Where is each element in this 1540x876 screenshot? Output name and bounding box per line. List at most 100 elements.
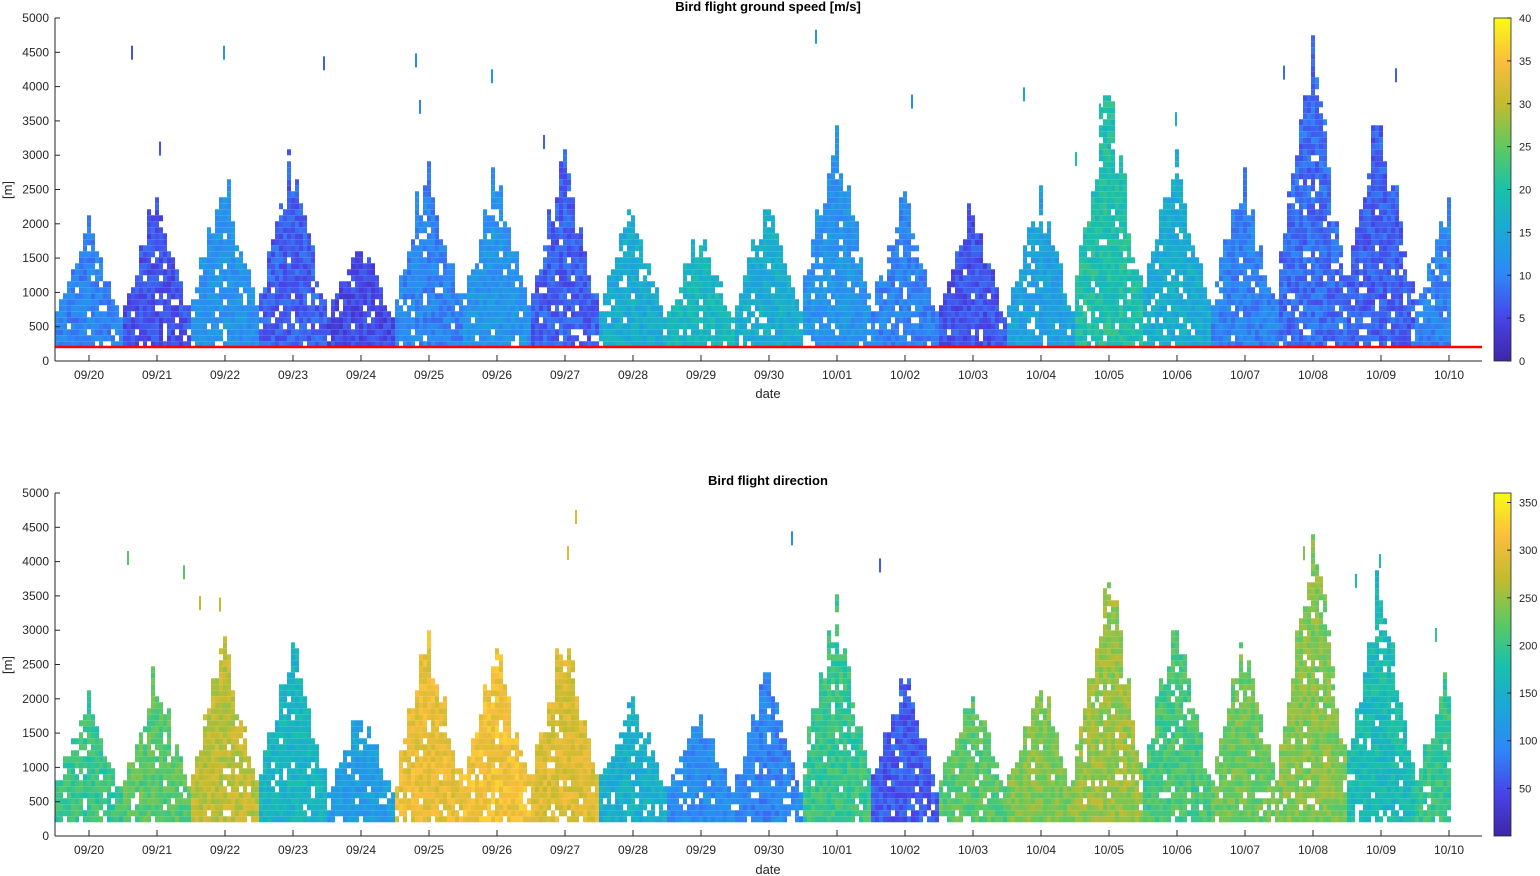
heatmap-cell (587, 335, 591, 342)
heatmap-cell (707, 335, 711, 342)
heatmap-cell (703, 263, 707, 270)
heatmap-cell (803, 311, 807, 318)
heatmap-cell (151, 323, 155, 330)
heatmap-cell (511, 275, 515, 282)
heatmap-cell (1147, 335, 1151, 342)
heatmap-cell (1147, 263, 1151, 270)
heatmap-cell (1243, 305, 1247, 312)
heatmap-cell (679, 305, 683, 312)
heatmap-cell (459, 305, 463, 312)
heatmap-cell (1087, 305, 1091, 312)
heatmap-cell (211, 245, 215, 252)
heatmap-cell (1303, 275, 1307, 282)
heatmap-cell (839, 287, 843, 294)
heatmap-cell (987, 299, 991, 306)
heatmap-cell (155, 341, 159, 348)
heatmap-cell (771, 263, 775, 270)
heatmap-cell (755, 335, 759, 342)
heatmap-cell (487, 293, 491, 300)
heatmap-cell (551, 299, 555, 306)
heatmap-cell (187, 317, 191, 324)
heatmap-cell (375, 323, 379, 330)
heatmap-cell (1175, 239, 1179, 246)
heatmap-cell (919, 293, 923, 300)
heatmap-cell (195, 323, 199, 330)
heatmap-cell (1107, 173, 1111, 180)
heatmap-cell (823, 209, 827, 216)
heatmap-cell (899, 203, 903, 210)
heatmap-cell (419, 335, 423, 342)
heatmap-cell (823, 251, 827, 258)
heatmap-cell (619, 311, 623, 318)
heatmap-cell (815, 335, 819, 342)
heatmap-cell (459, 323, 463, 330)
heatmap-cell (1063, 299, 1067, 306)
heatmap-cell (843, 203, 847, 210)
heatmap-cell (843, 197, 847, 204)
heatmap-cell (875, 281, 879, 288)
heatmap-cell (67, 317, 71, 324)
heatmap-cell (931, 335, 935, 342)
heatmap-cell (487, 245, 491, 252)
heatmap-cell (991, 341, 995, 348)
heatmap-cell (215, 335, 219, 342)
heatmap-cell (563, 221, 567, 228)
heatmap-cell (139, 251, 143, 258)
heatmap-cell (1227, 269, 1231, 276)
heatmap-cell (563, 305, 567, 312)
heatmap-cell (91, 323, 95, 330)
heatmap-cell (899, 215, 903, 222)
heatmap-cell (891, 299, 895, 306)
heatmap-cell (579, 269, 583, 276)
heatmap-cell (1099, 329, 1103, 336)
heatmap-cell (1267, 335, 1271, 342)
heatmap-cell (263, 335, 267, 342)
heatmap-cell (291, 257, 295, 264)
heatmap-cell (543, 317, 547, 324)
heatmap-cell (1219, 323, 1223, 330)
heatmap-cell (623, 269, 627, 276)
heatmap-cell (1307, 341, 1311, 348)
heatmap-cell (631, 329, 635, 336)
heatmap-cell (1099, 149, 1103, 156)
heatmap-cell (899, 317, 903, 324)
heatmap-cell (351, 305, 355, 312)
heatmap-cell (379, 341, 383, 348)
heatmap-cell (975, 293, 979, 300)
heatmap-cell (947, 305, 951, 312)
heatmap-cell (983, 323, 987, 330)
heatmap-cell (603, 341, 607, 348)
heatmap-cell (395, 323, 399, 330)
heatmap-cell (571, 269, 575, 276)
heatmap-cell (415, 251, 419, 258)
heatmap-cell (231, 221, 235, 228)
heatmap-cell (279, 239, 283, 246)
heatmap-cell (91, 329, 95, 336)
heatmap-cell (575, 233, 579, 240)
heatmap-cell (1055, 317, 1059, 324)
heatmap-cell (707, 281, 711, 288)
heatmap-cell (1183, 323, 1187, 330)
heatmap-cell (435, 305, 439, 312)
heatmap-cell (1035, 251, 1039, 258)
heatmap-cell (1299, 239, 1303, 246)
heatmap-cell (959, 251, 963, 258)
heatmap-cell (295, 329, 299, 336)
heatmap-cell (1311, 335, 1315, 342)
heatmap-cell (1175, 149, 1179, 156)
heatmap-cell (1275, 329, 1279, 336)
heatmap-cell (1299, 167, 1303, 174)
heatmap-cell (711, 287, 715, 294)
heatmap-cell (515, 329, 519, 336)
heatmap-cell (1263, 317, 1267, 324)
heatmap-cell (1147, 299, 1151, 306)
heatmap-cell (1183, 239, 1187, 246)
heatmap-cell (779, 293, 783, 300)
heatmap-cell (871, 341, 875, 348)
heatmap-cell (855, 317, 859, 324)
heatmap-cell (1167, 221, 1171, 228)
heatmap-cell (291, 215, 295, 222)
heatmap-cell (891, 263, 895, 270)
heatmap-cell (1235, 287, 1239, 294)
heatmap-cell (755, 293, 759, 300)
